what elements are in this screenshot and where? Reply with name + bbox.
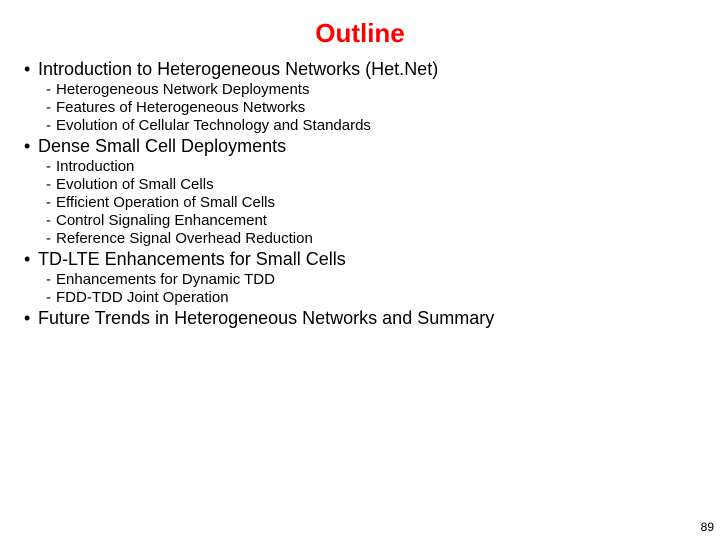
- dash-icon: -: [46, 289, 56, 306]
- dash-icon: -: [46, 99, 56, 116]
- dash-icon: -: [46, 230, 56, 247]
- dash-icon: -: [46, 117, 56, 134]
- subitem-label: Evolution of Small Cells: [56, 176, 214, 193]
- subitem-label: Enhancements for Dynamic TDD: [56, 271, 275, 288]
- subitem-label: Efficient Operation of Small Cells: [56, 194, 275, 211]
- outline-section: •Future Trends in Heterogeneous Networks…: [24, 308, 696, 329]
- outline-subitem: -Features of Heterogeneous Networks: [46, 99, 696, 116]
- slide: Outline •Introduction to Heterogeneous N…: [0, 0, 720, 540]
- dash-icon: -: [46, 271, 56, 288]
- subitem-label: Features of Heterogeneous Networks: [56, 99, 305, 116]
- bullet-icon: •: [24, 308, 38, 329]
- bullet-icon: •: [24, 59, 38, 80]
- dash-icon: -: [46, 81, 56, 98]
- outline-section: •Dense Small Cell Deployments: [24, 136, 696, 157]
- subitem-label: FDD-TDD Joint Operation: [56, 289, 229, 306]
- outline-subitem: -Enhancements for Dynamic TDD: [46, 271, 696, 288]
- dash-icon: -: [46, 176, 56, 193]
- outline-content: •Introduction to Heterogeneous Networks …: [24, 59, 696, 329]
- subitem-label: Reference Signal Overhead Reduction: [56, 230, 313, 247]
- outline-subitem: -Efficient Operation of Small Cells: [46, 194, 696, 211]
- subitem-label: Control Signaling Enhancement: [56, 212, 267, 229]
- outline-section: •TD-LTE Enhancements for Small Cells: [24, 249, 696, 270]
- section-label: Future Trends in Heterogeneous Networks …: [38, 308, 494, 329]
- subitem-label: Introduction: [56, 158, 134, 175]
- section-label: TD-LTE Enhancements for Small Cells: [38, 249, 346, 270]
- subitem-label: Evolution of Cellular Technology and Sta…: [56, 117, 371, 134]
- outline-subitem: -Control Signaling Enhancement: [46, 212, 696, 229]
- page-number: 89: [701, 520, 714, 534]
- dash-icon: -: [46, 194, 56, 211]
- subitem-label: Heterogeneous Network Deployments: [56, 81, 309, 98]
- outline-subitem: -FDD-TDD Joint Operation: [46, 289, 696, 306]
- outline-subitem: -Evolution of Cellular Technology and St…: [46, 117, 696, 134]
- outline-subitem: -Introduction: [46, 158, 696, 175]
- dash-icon: -: [46, 212, 56, 229]
- bullet-icon: •: [24, 136, 38, 157]
- outline-subitem: -Heterogeneous Network Deployments: [46, 81, 696, 98]
- outline-subitem: -Reference Signal Overhead Reduction: [46, 230, 696, 247]
- slide-title: Outline: [24, 18, 696, 49]
- outline-section: •Introduction to Heterogeneous Networks …: [24, 59, 696, 80]
- bullet-icon: •: [24, 249, 38, 270]
- outline-subitem: -Evolution of Small Cells: [46, 176, 696, 193]
- section-label: Introduction to Heterogeneous Networks (…: [38, 59, 438, 80]
- dash-icon: -: [46, 158, 56, 175]
- section-label: Dense Small Cell Deployments: [38, 136, 286, 157]
